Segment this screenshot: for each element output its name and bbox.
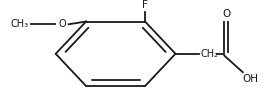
- Text: O: O: [58, 19, 66, 29]
- Text: O: O: [222, 9, 230, 19]
- Text: OH: OH: [243, 74, 259, 84]
- Text: F: F: [142, 0, 148, 10]
- Text: CH₃: CH₃: [11, 19, 29, 29]
- Text: CH₂: CH₂: [200, 49, 218, 59]
